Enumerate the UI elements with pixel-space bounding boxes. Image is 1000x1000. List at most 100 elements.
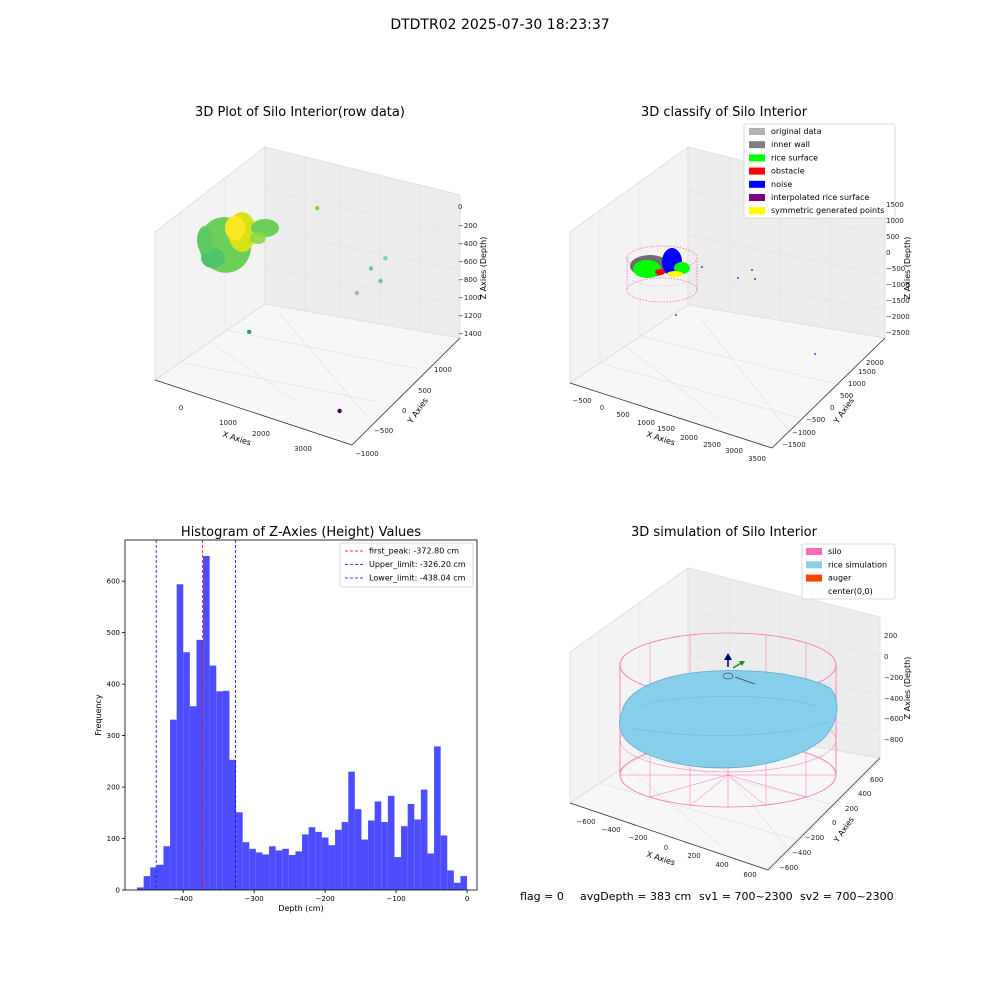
raw-outlier-point [354,290,360,296]
legend-label: inner wall [771,140,810,149]
hist-bar [236,812,243,890]
classify-z-ticks: 1500 1000 500 0 −500 −1000 −1500 −2000 −… [886,201,910,337]
hist-axes-frame [124,539,478,891]
hist-bar [249,848,256,890]
sim-x-tick: −400 [601,826,620,834]
legend-swatch [749,141,765,149]
classify-x-tick: 2500 [703,441,721,449]
raw-z-label: Z Axies (Depth) [479,237,488,300]
sim-rice-surface [618,670,838,769]
classify-point-cloud [626,245,816,355]
sim-y-tick: 200 [845,805,858,813]
raw-y-tick: 0 [402,407,406,415]
hist-legend-frame [339,542,474,588]
hist-legend-label: Lower_limit: -438.04 cm [369,574,466,583]
classify-y-tick: 0 [830,404,834,412]
classify-z-tick: −2500 [886,329,910,337]
hist-y-ticks: 0 100 200 300 400 500 600 [107,578,125,895]
hist-legend-label: Upper_limit: -326.20 cm [369,560,466,569]
hist-bar [203,555,210,890]
hist-x-tick-label: −200 [316,895,335,903]
hist-bar [341,822,349,890]
hist-bar [308,827,316,890]
hist-bar [447,870,454,890]
sim-y-tick: −600 [779,864,798,872]
legend-swatch [806,561,822,569]
classify-x-tick: 3000 [725,447,743,455]
raw-z-tick: −1000 [458,294,482,302]
hist-bar [242,842,250,890]
raw-y-tick: 500 [418,387,431,395]
hist-bar [143,876,151,890]
hist-bar [460,876,468,890]
raw-z-tick: −1400 [458,330,482,338]
legend-label: center(0,0) [828,587,873,596]
sim-z-tick: 200 [884,632,897,640]
raw-y-tick: −500 [374,427,393,435]
hist-bar [189,706,197,890]
hist-bar [414,819,421,890]
raw-x-label: X Axies [221,430,252,448]
hist-bar [156,864,164,890]
sim-legend-frame [801,543,896,600]
hist-bar [288,855,296,890]
classify-z-tick: −500 [886,265,905,273]
raw-x-ticks: 0 1000 2000 3000 [179,404,312,453]
sim-y-tick: 0 [832,819,836,827]
hist-y-tick-label: 400 [107,681,120,689]
hist-bar [401,826,408,890]
sim-y-tick: −400 [792,849,811,857]
hist-bar [348,771,355,890]
legend-label: obstacle [771,167,805,176]
hist-bar [440,835,448,890]
hist-x-label: Depth (cm) [278,904,323,913]
sim-x-tick: 200 [687,852,700,860]
classify-z-label: Z Axies (Depth) [903,237,912,300]
hist-x-ticks: −400 −300 −200 −100 0 [174,890,469,903]
hist-bar [255,852,263,890]
sim-x-ticks: −600 −400 −200 0 200 400 600 [576,818,756,879]
sim-legend: silo rice simulation auger center(0,0) [801,543,896,600]
raw-box [154,146,461,446]
sim-y-ticks: 600 400 200 0 −200 −400 −600 [779,776,883,872]
raw-title: 3D Plot of Silo Interior(row data) [195,105,405,120]
hist-bar [282,848,289,890]
hist-bar [163,846,171,890]
sim-x-tick: 600 [743,871,756,879]
hist-x-tick-label: −300 [245,895,264,903]
hist-bar [216,691,223,890]
raw-z-tick: −400 [458,240,477,248]
classify-y-ticks: 2000 1500 1000 500 0 −500 −1000 −1500 [782,359,884,449]
classify-y-tick: −1000 [792,429,816,437]
hist-bar [269,846,276,890]
panel-simulation-3d: 3D simulation of Silo Interior [569,525,912,879]
hist-title: Histogram of Z-Axies (Height) Values [181,525,421,540]
classify-x-tick: 500 [616,411,629,419]
hist-bar [387,795,395,890]
legend-swatch [749,128,765,135]
hist-y-tick-label: 300 [107,732,120,740]
hist-bar [354,809,362,890]
classify-z-tick: 0 [886,249,890,257]
raw-x-tick: 3000 [294,445,312,453]
classify-legend: original data inner wall rice surface obsta… [743,123,896,219]
hist-bar [302,834,309,890]
hist-bar [137,887,144,890]
legend-label: symmetric generated points [771,206,884,215]
classify-y-tick: 500 [840,392,853,400]
raw-outlier-point [368,266,374,271]
status-sv2: sv2 = 700~2300 [800,890,894,903]
hist-bar [315,831,322,890]
raw-y-tick: 1000 [434,366,452,374]
classify-x-ticks: −500 0 500 1000 1500 2000 2500 3000 3500 [572,397,766,463]
hist-y-tick-label: 0 [116,887,120,895]
raw-y-label: Y Axies [405,396,430,426]
hist-bar [328,845,336,890]
legend-swatch [749,194,765,201]
hist-bar [229,759,237,890]
raw-y-tick: −1000 [355,450,379,458]
panel-histogram: Histogram of Z-Axies (Height) Values −40… [94,525,478,913]
sim-z-tick: 0 [884,653,888,661]
raw-z-tick: −1200 [458,312,482,320]
sim-title: 3D simulation of Silo Interior [631,525,818,540]
